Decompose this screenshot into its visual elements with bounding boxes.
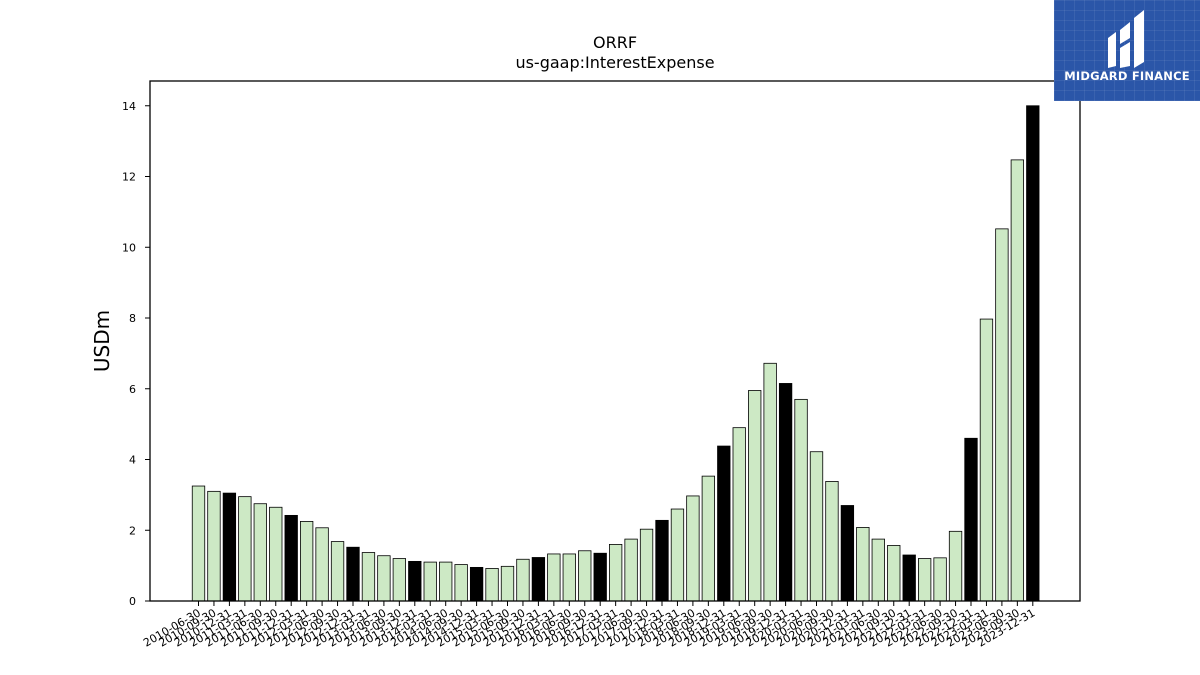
y-tick-label: 12 — [122, 171, 136, 184]
bar-2022-06-30 — [933, 557, 947, 602]
bar-2010-09-30 — [207, 490, 221, 602]
bar-2014-03-31 — [423, 561, 437, 602]
bar-2013-12-31 — [408, 560, 422, 602]
bar-2017-09-30 — [639, 528, 654, 602]
bar-2017-12-31 — [655, 519, 669, 602]
y-axis-ticks: 0 2 4 6 8 10 12 14 — [122, 100, 150, 608]
bar-2015-03-31 — [485, 568, 499, 602]
bar-2014-06-30 — [439, 561, 453, 602]
bar-2018-12-31 — [717, 445, 731, 602]
bar-2012-09-30 — [330, 541, 345, 602]
bar-2012-03-31 — [299, 521, 314, 602]
y-axis-label: USDm — [90, 310, 114, 372]
bar-2022-12-31 — [964, 437, 978, 602]
x-axis-ticks: 2010-06-302010-09-302010-12-312011-03-31… — [141, 601, 1037, 650]
bar-2015-09-30 — [516, 558, 530, 602]
bar-2019-09-30 — [763, 362, 777, 602]
bar-2023-03-31 — [979, 318, 994, 602]
bars-group — [191, 105, 1040, 602]
bar-2013-03-31 — [361, 552, 376, 602]
bar-2016-06-30 — [562, 553, 576, 602]
logo-text: MIDGARD FINANCE — [1064, 69, 1190, 83]
y-tick-label: 0 — [129, 595, 136, 608]
bar-2014-12-31 — [469, 566, 484, 602]
bar-2017-06-30 — [624, 538, 638, 602]
bar-2020-06-30 — [809, 451, 824, 602]
bar-2012-12-31 — [346, 546, 360, 602]
chart-title: ORRF — [593, 33, 637, 52]
bar-2021-06-30 — [871, 538, 885, 602]
y-tick-label: 10 — [122, 241, 136, 254]
bar-2023-12-31 — [1026, 105, 1040, 602]
bar-2021-09-30 — [887, 545, 901, 602]
bar-2016-03-31 — [547, 553, 561, 602]
bar-2013-09-30 — [392, 558, 407, 602]
bar-2013-06-30 — [377, 555, 391, 602]
bar-2018-06-30 — [686, 495, 700, 602]
bar-2010-06-30 — [191, 485, 206, 602]
midgard-finance-logo: MIDGARD FINANCE — [1054, 0, 1200, 101]
bar-2018-03-31 — [670, 508, 685, 602]
bar-2022-03-31 — [918, 558, 932, 602]
bar-2020-09-30 — [825, 481, 839, 602]
bar-2016-12-31 — [593, 552, 607, 602]
bar-2023-06-30 — [995, 228, 1009, 602]
bar-2011-09-30 — [269, 506, 283, 602]
bar-2020-12-31 — [840, 505, 855, 602]
y-tick-label: 6 — [129, 383, 136, 396]
bar-2018-09-30 — [701, 475, 715, 602]
y-tick-label: 2 — [129, 524, 136, 537]
bar-2023-09-30 — [1010, 159, 1024, 602]
bar-2011-03-31 — [238, 496, 252, 602]
midgard-logo-mark-icon — [1108, 10, 1144, 68]
bar-2022-09-30 — [948, 530, 963, 602]
chart-subtitle: us-gaap:InterestExpense — [515, 53, 714, 72]
bar-2015-12-31 — [531, 557, 546, 602]
bar-2011-12-31 — [284, 514, 298, 602]
bar-2015-06-30 — [500, 565, 515, 602]
bar-2020-03-31 — [794, 398, 808, 602]
bar-2011-06-30 — [253, 503, 267, 602]
plot-frame — [149, 80, 1081, 602]
bar-2019-03-31 — [732, 427, 746, 602]
y-tick-label: 4 — [129, 454, 136, 467]
y-tick-label: 8 — [129, 312, 136, 325]
bar-2019-12-31 — [778, 383, 793, 602]
bar-2019-06-30 — [748, 390, 762, 602]
bar-2014-09-30 — [454, 564, 468, 602]
bar-2021-03-31 — [856, 527, 870, 602]
bar-2016-09-30 — [578, 550, 592, 602]
bar-2010-12-31 — [222, 492, 237, 602]
bar-2012-06-30 — [315, 527, 329, 602]
y-tick-label: 14 — [122, 100, 136, 113]
bar-2021-12-31 — [902, 554, 916, 602]
bar-2017-03-31 — [609, 544, 623, 602]
